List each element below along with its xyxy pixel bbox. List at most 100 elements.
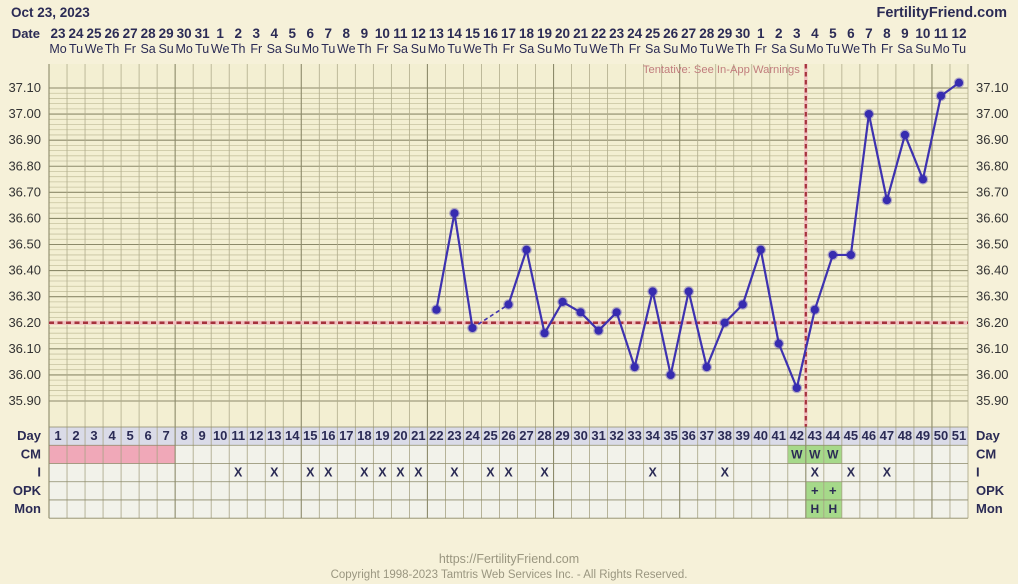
svg-text:https://FertilityFriend.com: https://FertilityFriend.com [439,552,579,566]
svg-text:1: 1 [216,26,224,41]
svg-text:I: I [37,465,41,480]
svg-text:49: 49 [916,428,930,443]
svg-text:34: 34 [645,428,660,443]
svg-text:20: 20 [393,428,407,443]
svg-text:31: 31 [195,26,211,41]
svg-text:Sa: Sa [771,42,786,56]
svg-text:We: We [842,42,861,56]
svg-text:36.90: 36.90 [976,132,1009,147]
svg-text:36: 36 [681,428,695,443]
svg-text:36.80: 36.80 [976,158,1009,173]
svg-text:Th: Th [231,42,246,56]
svg-text:Fr: Fr [124,42,136,56]
svg-text:36.50: 36.50 [8,237,41,252]
svg-text:OPK: OPK [976,483,1005,498]
svg-text:11: 11 [393,26,408,41]
svg-text:Fr: Fr [881,42,893,56]
svg-text:Oct 23, 2023: Oct 23, 2023 [11,5,90,20]
svg-text:8: 8 [883,26,891,41]
svg-text:W: W [791,447,803,461]
svg-text:36.70: 36.70 [976,184,1009,199]
svg-text:17: 17 [339,428,353,443]
svg-text:43: 43 [808,428,822,443]
svg-text:28: 28 [699,26,715,41]
svg-text:48: 48 [898,428,912,443]
svg-text:23: 23 [609,26,625,41]
svg-text:21: 21 [411,428,425,443]
svg-text:Su: Su [537,42,552,56]
svg-text:Tu: Tu [574,42,588,56]
svg-text:36.30: 36.30 [976,289,1009,304]
svg-text:X: X [540,466,549,480]
svg-text:27: 27 [519,428,533,443]
svg-text:36.90: 36.90 [8,132,41,147]
svg-text:X: X [847,466,856,480]
svg-text:3: 3 [252,26,260,41]
svg-text:7: 7 [865,26,873,41]
svg-text:37: 37 [699,428,713,443]
svg-text:31: 31 [591,428,605,443]
svg-text:36.20: 36.20 [976,315,1009,330]
svg-text:10: 10 [213,428,227,443]
svg-text:35.90: 35.90 [8,393,41,408]
svg-text:39: 39 [736,428,750,443]
svg-text:Th: Th [735,42,750,56]
svg-text:37.10: 37.10 [8,80,41,95]
svg-text:29: 29 [717,26,732,41]
svg-text:9: 9 [901,26,909,41]
svg-text:We: We [85,42,104,56]
svg-text:37.00: 37.00 [976,106,1009,121]
svg-text:37.10: 37.10 [976,80,1009,95]
svg-text:I: I [976,465,980,480]
svg-text:26: 26 [105,26,121,41]
svg-text:10: 10 [375,26,390,41]
svg-text:Th: Th [105,42,120,56]
svg-text:8: 8 [181,428,188,443]
svg-text:4: 4 [108,428,116,443]
svg-text:21: 21 [573,26,589,41]
svg-text:11: 11 [231,428,245,443]
svg-text:36.20: 36.20 [8,315,41,330]
svg-text:+: + [829,483,837,498]
svg-text:X: X [504,466,513,480]
svg-text:5: 5 [289,26,297,41]
svg-text:X: X [234,466,243,480]
svg-text:Mo: Mo [175,42,192,56]
svg-text:Th: Th [862,42,877,56]
svg-text:50: 50 [934,428,948,443]
svg-text:36.40: 36.40 [976,263,1009,278]
svg-text:41: 41 [772,428,786,443]
svg-text:Fr: Fr [755,42,767,56]
svg-text:36.00: 36.00 [8,367,41,382]
svg-text:Sa: Sa [140,42,155,56]
svg-text:19: 19 [375,428,389,443]
svg-text:42: 42 [790,428,804,443]
svg-text:Mo: Mo [428,42,445,56]
svg-text:Sa: Sa [519,42,534,56]
svg-text:H: H [829,502,838,516]
svg-text:Th: Th [357,42,372,56]
svg-text:15: 15 [303,428,317,443]
svg-text:28: 28 [537,428,551,443]
svg-text:Mon: Mon [976,501,1003,516]
svg-text:5: 5 [829,26,837,41]
svg-text:36.00: 36.00 [976,367,1009,382]
svg-text:Copyright 1998-2023 Tamtris We: Copyright 1998-2023 Tamtris Web Services… [331,569,688,581]
svg-text:40: 40 [754,428,768,443]
svg-text:36.60: 36.60 [8,210,41,225]
svg-text:Mon: Mon [14,501,41,516]
svg-text:3: 3 [90,428,97,443]
svg-text:Tu: Tu [826,42,840,56]
svg-text:16: 16 [483,26,499,41]
svg-text:Su: Su [411,42,426,56]
svg-text:29: 29 [555,428,569,443]
svg-text:Fr: Fr [629,42,641,56]
svg-text:Th: Th [609,42,624,56]
svg-text:36.10: 36.10 [8,341,41,356]
svg-text:Mo: Mo [932,42,949,56]
svg-text:7: 7 [325,26,333,41]
svg-text:4: 4 [811,26,819,41]
svg-text:30: 30 [735,26,750,41]
svg-text:Su: Su [915,42,930,56]
svg-text:45: 45 [844,428,858,443]
